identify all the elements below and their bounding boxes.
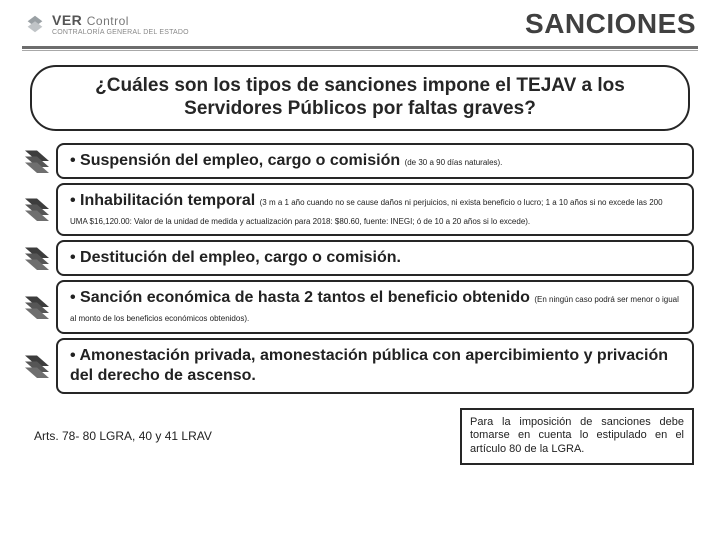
sanction-lead: • Inhabilitación temporal (70, 192, 260, 209)
sanction-item: • Sanción económica de hasta 2 tantos el… (18, 280, 694, 334)
logo-icon (24, 13, 46, 35)
chevron-stack-icon (18, 183, 56, 237)
sanction-note: (de 30 a 90 días naturales). (405, 158, 503, 167)
sanction-item: • Amonestación privada, amonestación púb… (18, 338, 694, 394)
sanction-lead: • Suspensión del empleo, cargo o comisió… (70, 152, 405, 169)
chevron-stack-icon (18, 338, 56, 394)
header: VER Control CONTRALORÍA GENERAL DEL ESTA… (0, 0, 720, 44)
divider-thick (22, 46, 698, 49)
chevron-stack-icon (18, 143, 56, 179)
question-pill: ¿Cuáles son los tipos de sanciones impon… (30, 65, 690, 131)
footer-row: Arts. 78- 80 LGRA, 40 y 41 LRAV Para la … (26, 408, 694, 465)
logo-subtitle: CONTRALORÍA GENERAL DEL ESTADO (52, 29, 189, 36)
sanction-box: • Amonestación privada, amonestación púb… (56, 338, 694, 394)
sanction-item: • Destitución del empleo, cargo o comisi… (18, 240, 694, 276)
sanction-item: • Inhabilitación temporal (3 m a 1 año c… (18, 183, 694, 237)
page-title: SANCIONES (525, 8, 696, 40)
sanction-box: • Suspensión del empleo, cargo o comisió… (56, 143, 694, 179)
logo: VER Control CONTRALORÍA GENERAL DEL ESTA… (24, 13, 189, 36)
sanction-box: • Inhabilitación temporal (3 m a 1 año c… (56, 183, 694, 237)
items-list: • Suspensión del empleo, cargo o comisió… (0, 143, 720, 394)
sanction-item: • Suspensión del empleo, cargo o comisió… (18, 143, 694, 179)
chevron-stack-icon (18, 280, 56, 334)
footer-articles: Arts. 78- 80 LGRA, 40 y 41 LRAV (26, 429, 432, 443)
logo-control: Control (87, 14, 129, 28)
divider-thin (22, 50, 698, 51)
sanction-box: • Destitución del empleo, cargo o comisi… (56, 240, 694, 276)
sanction-box: • Sanción económica de hasta 2 tantos el… (56, 280, 694, 334)
sanction-lead: • Sanción económica de hasta 2 tantos el… (70, 289, 534, 306)
footer-note-box: Para la imposición de sanciones debe tom… (460, 408, 694, 465)
chevron-stack-icon (18, 240, 56, 276)
sanction-lead: • Amonestación privada, amonestación púb… (70, 347, 668, 384)
logo-ver: VER (52, 12, 82, 28)
sanction-lead: • Destitución del empleo, cargo o comisi… (70, 249, 401, 266)
